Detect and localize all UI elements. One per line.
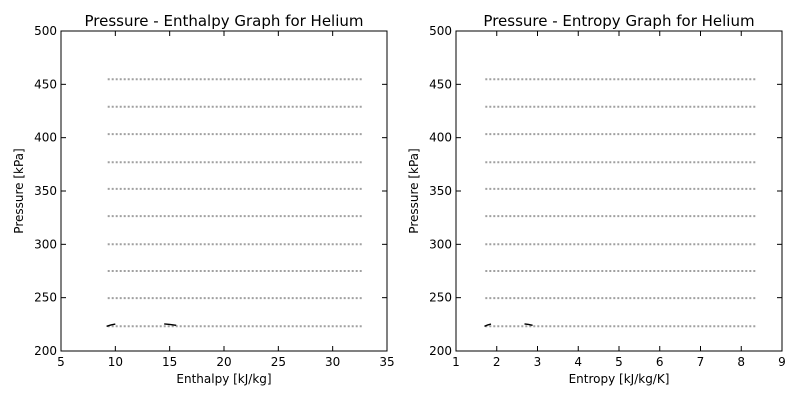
y-tick-label: 450 [34,77,57,91]
y-axis-label: Pressure [kPa] [12,148,26,233]
y-tick-label: 300 [34,237,57,251]
y-tick-label: 250 [34,291,57,305]
x-tick-label: 3 [534,355,542,369]
x-tick-label: 6 [656,355,664,369]
x-tick-label: 4 [574,355,582,369]
y-tick-label: 200 [34,344,57,358]
x-tick-label: 5 [57,355,65,369]
x-tick-label: 25 [271,355,286,369]
x-tick-label: 1 [452,355,460,369]
axis-ticks: 5 10 15 20 25 30 35 200 250 300 350 400 450 500 [34,24,395,369]
x-tick-label: 5 [615,355,623,369]
x-axis-label: Enthalpy [kJ/kg] [176,372,271,386]
y-tick-label: 300 [429,237,452,251]
x-tick-label: 7 [697,355,705,369]
saturation-curve [524,323,533,326]
x-tick-label: 10 [108,355,123,369]
pressure-entropy-chart: Pressure - Entropy Graph for Helium 1 2 3 4… [407,12,786,386]
plot-area [106,78,364,328]
pressure-enthalpy-chart: Pressure - Enthalpy Graph for Helium 5 10… [12,12,395,386]
y-tick-label: 400 [34,131,57,145]
y-tick-label: 400 [429,131,452,145]
axis-ticks: 1 2 3 4 5 6 7 8 9 200 250 300 350 400 450 500 [429,24,786,369]
x-tick-label: 20 [216,355,231,369]
y-tick-label: 500 [34,24,57,38]
x-tick-label: 2 [493,355,501,369]
x-tick-label: 35 [379,355,394,369]
chart-title: Pressure - Enthalpy Graph for Helium [84,12,363,30]
y-axis-label: Pressure [kPa] [407,148,421,233]
x-axis-label: Entropy [kJ/kg/K] [569,372,670,386]
y-tick-label: 250 [429,291,452,305]
saturation-curve [164,323,177,326]
chart-title: Pressure - Entropy Graph for Helium [483,12,754,30]
x-tick-label: 8 [737,355,745,369]
saturation-curve [106,323,116,327]
y-tick-label: 200 [429,344,452,358]
x-tick-label: 9 [778,355,786,369]
x-tick-label: 30 [325,355,340,369]
plot-area [484,78,756,328]
y-tick-label: 500 [429,24,452,38]
y-tick-label: 450 [429,77,452,91]
y-tick-label: 350 [34,184,57,198]
y-tick-label: 350 [429,184,452,198]
saturation-curve [484,323,492,327]
x-tick-label: 15 [162,355,177,369]
